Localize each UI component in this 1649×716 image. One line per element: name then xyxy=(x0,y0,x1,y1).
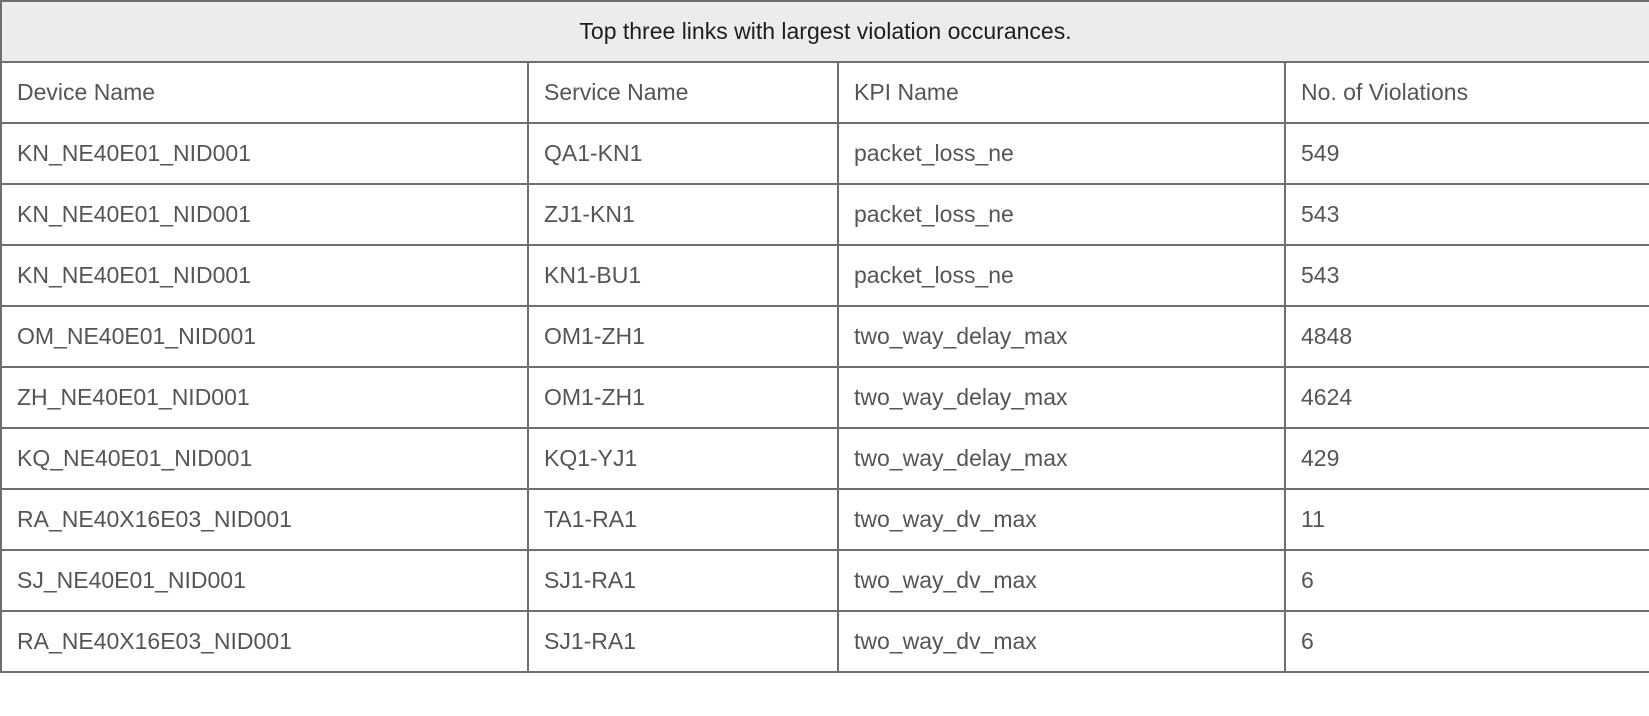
device-name-cell: ZH_NE40E01_NID001 xyxy=(0,366,529,429)
service-name-cell: KQ1-YJ1 xyxy=(527,427,839,490)
service-name-cell: OM1-ZH1 xyxy=(527,366,839,429)
column-header-service-name[interactable]: Service Name xyxy=(527,61,839,124)
device-name-cell: KN_NE40E01_NID001 xyxy=(0,122,529,185)
table-row[interactable]: RA_NE40X16E03_NID001 SJ1-RA1 two_way_dv_ma… xyxy=(0,610,1649,673)
kpi-name-cell: packet_loss_ne xyxy=(837,122,1286,185)
kpi-name-cell: two_way_delay_max xyxy=(837,427,1286,490)
kpi-name-cell: two_way_delay_max xyxy=(837,305,1286,368)
service-name-cell: SJ1-RA1 xyxy=(527,610,839,673)
violations-count-cell: 429 xyxy=(1284,427,1649,490)
violations-count-cell: 4848 xyxy=(1284,305,1649,368)
table-row[interactable]: KN_NE40E01_NID001 ZJ1-KN1 packet_loss_ne 54… xyxy=(0,183,1649,246)
table-row[interactable]: KQ_NE40E01_NID001 KQ1-YJ1 two_way_delay_ma… xyxy=(0,427,1649,490)
table-row[interactable]: ZH_NE40E01_NID001 OM1-ZH1 two_way_delay_ma… xyxy=(0,366,1649,429)
table-row[interactable]: SJ_NE40E01_NID001 SJ1-RA1 two_way_dv_max 6 xyxy=(0,549,1649,612)
service-name-cell: OM1-ZH1 xyxy=(527,305,839,368)
column-header-violations[interactable]: No. of Violations xyxy=(1284,61,1649,124)
column-header-device-name[interactable]: Device Name xyxy=(0,61,529,124)
column-header-kpi-name[interactable]: KPI Name xyxy=(837,61,1286,124)
violations-count-cell: 11 xyxy=(1284,488,1649,551)
violations-table: Top three links with largest violation o… xyxy=(0,0,1649,673)
device-name-cell: RA_NE40X16E03_NID001 xyxy=(0,488,529,551)
table-row[interactable]: RA_NE40X16E03_NID001 TA1-RA1 two_way_dv_ma… xyxy=(0,488,1649,551)
service-name-cell: SJ1-RA1 xyxy=(527,549,839,612)
table-caption-row: Top three links with largest violation o… xyxy=(0,0,1649,63)
table-row[interactable]: KN_NE40E01_NID001 KN1-BU1 packet_loss_ne 54… xyxy=(0,244,1649,307)
device-name-cell: RA_NE40X16E03_NID001 xyxy=(0,610,529,673)
device-name-cell: KQ_NE40E01_NID001 xyxy=(0,427,529,490)
kpi-name-cell: two_way_delay_max xyxy=(837,366,1286,429)
service-name-cell: TA1-RA1 xyxy=(527,488,839,551)
violations-count-cell: 543 xyxy=(1284,183,1649,246)
service-name-cell: KN1-BU1 xyxy=(527,244,839,307)
service-name-cell: QA1-KN1 xyxy=(527,122,839,185)
kpi-name-cell: two_way_dv_max xyxy=(837,610,1286,673)
violations-count-cell: 549 xyxy=(1284,122,1649,185)
kpi-name-cell: two_way_dv_max xyxy=(837,549,1286,612)
violations-count-cell: 4624 xyxy=(1284,366,1649,429)
device-name-cell: OM_NE40E01_NID001 xyxy=(0,305,529,368)
device-name-cell: SJ_NE40E01_NID001 xyxy=(0,549,529,612)
kpi-name-cell: packet_loss_ne xyxy=(837,244,1286,307)
table-caption: Top three links with largest violation o… xyxy=(0,0,1649,63)
violations-count-cell: 6 xyxy=(1284,549,1649,612)
table-header-row: Device Name Service Name KPI Name No. of… xyxy=(0,61,1649,124)
violations-count-cell: 543 xyxy=(1284,244,1649,307)
device-name-cell: KN_NE40E01_NID001 xyxy=(0,244,529,307)
table-row[interactable]: KN_NE40E01_NID001 QA1-KN1 packet_loss_ne 54… xyxy=(0,122,1649,185)
violations-count-cell: 6 xyxy=(1284,610,1649,673)
service-name-cell: ZJ1-KN1 xyxy=(527,183,839,246)
kpi-name-cell: packet_loss_ne xyxy=(837,183,1286,246)
table-row[interactable]: OM_NE40E01_NID001 OM1-ZH1 two_way_delay_ma… xyxy=(0,305,1649,368)
device-name-cell: KN_NE40E01_NID001 xyxy=(0,183,529,246)
kpi-name-cell: two_way_dv_max xyxy=(837,488,1286,551)
